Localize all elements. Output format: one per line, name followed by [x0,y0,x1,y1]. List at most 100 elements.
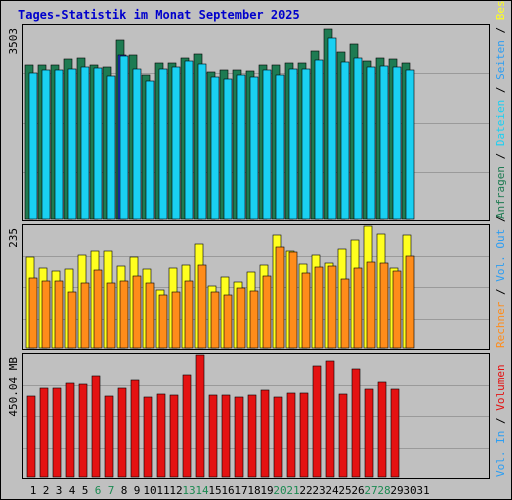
x-tick-label: 5 [82,484,89,497]
x-axis: 1 2 3 4 5 6 7 8 9 10 11 12 13 14 15 16 17 18 19 20 21 22 23 24 2… [30,484,430,497]
x-tick-label: 29 [390,484,403,497]
bar-rechner [366,261,376,349]
x-tick-label: 4 [69,484,76,497]
bar-dateien [80,66,90,220]
side-legend-part: / [494,146,507,166]
bar-dateien [288,68,298,220]
x-tick-label: 16 [221,484,234,497]
bar-rechner [327,265,337,349]
bar-volumen [260,389,270,478]
x-tick-label: 24 [325,484,339,497]
bar-rechner [392,270,402,349]
x-tick-label: 14 [195,484,209,497]
bar-dateien [184,60,194,220]
bar-rechner [340,278,350,349]
bar-rechner [93,269,103,349]
x-tick-label: 11 [156,484,169,497]
side-legend-part: Volumen [494,364,507,410]
bar-rechner [314,266,324,349]
bar-rechner [145,282,155,349]
bar-volumen [364,388,374,478]
bar-dateien [366,66,376,220]
bar-volumen [195,354,205,478]
bar-rechner [223,294,233,349]
x-tick-label: 18 [247,484,260,497]
bar-volumen [156,393,166,478]
bar-dateien [392,66,402,220]
bar-rechner [184,280,194,349]
bar-dateien [197,63,207,220]
bar-rechner [119,280,129,349]
bar-dateien [132,68,142,220]
bar-rechner [54,280,64,349]
bar-rechner [249,290,259,349]
x-tick-label: 30 [403,484,416,497]
bar-rechner [41,280,51,349]
bar-volumen [26,395,36,478]
bar-dateien [275,74,285,220]
bar-dateien [314,59,324,220]
bar-rechner [262,275,272,349]
x-tick-label: 12 [169,484,182,497]
bar-volumen [221,394,231,478]
x-tick-label: 3 [56,484,63,497]
x-tick-label: 22 [299,484,312,497]
bar-dateien [405,69,415,220]
bar-rechner [379,262,389,349]
x-tick-label: 26 [351,484,364,497]
x-tick-label: 13 [182,484,195,497]
side-legend-part: Vol. In [494,431,507,477]
bar-rechner [28,277,38,349]
bar-rechner [236,287,246,349]
bar-volumen [390,388,400,478]
x-tick-label: 15 [208,484,221,497]
side-legend-part: Anfragen [494,166,507,219]
bar-volumen [338,393,348,478]
panel-1: 3503 Anfragen / Dateien / Seiten / Besuch… [7,0,507,221]
bar-volumen [130,379,140,478]
bar-dateien [262,69,272,220]
side-legend-part: Dateien [494,100,507,146]
bar-dateien [158,68,168,220]
bar-dateien [54,69,64,220]
x-tick-label: 7 [108,484,115,497]
bar-rechner [106,282,116,349]
x-tick-label: 25 [338,484,351,497]
y-max-label: 3503 [7,28,20,55]
bar-dateien [327,37,337,220]
side-legend: Vol. In / Volumen [494,364,507,477]
bar-dateien [379,65,389,220]
bar-dateien [340,61,350,220]
bar-volumen [65,382,75,478]
bar-dateien [106,75,116,220]
x-tick-label: 1 [30,484,37,497]
side-legend-part: Besuche [494,0,507,20]
bar-dateien [28,72,38,220]
y-max-label: 235 [7,228,20,248]
side-legend-part: / [494,411,507,431]
x-tick-label: 23 [312,484,325,497]
side-legend-part: Rechner [494,301,507,348]
bar-volumen [78,383,88,478]
bar-rechner [353,267,363,349]
chart-title: Tages-Statistik im Monat September 2025 [18,8,300,22]
bar-rechner [405,255,415,349]
bar-volumen [286,392,296,478]
bar-rechner [67,291,77,349]
bar-volumen [247,394,257,478]
bar-volumen [377,381,387,478]
side-legend-part: / [494,282,507,302]
bar-rechner [80,282,90,349]
x-tick-label: 2 [43,484,50,497]
bar-volumen [273,396,283,478]
bar-dateien [210,76,220,220]
bar-volumen [312,365,322,478]
side-legend-part: / [494,216,507,229]
bar-volumen [299,392,309,478]
bar-dateien [301,68,311,220]
bar-rechner [275,246,285,349]
x-tick-label: 20 [273,484,286,497]
x-tick-label: 19 [260,484,273,497]
side-legend-part: / [494,20,507,40]
